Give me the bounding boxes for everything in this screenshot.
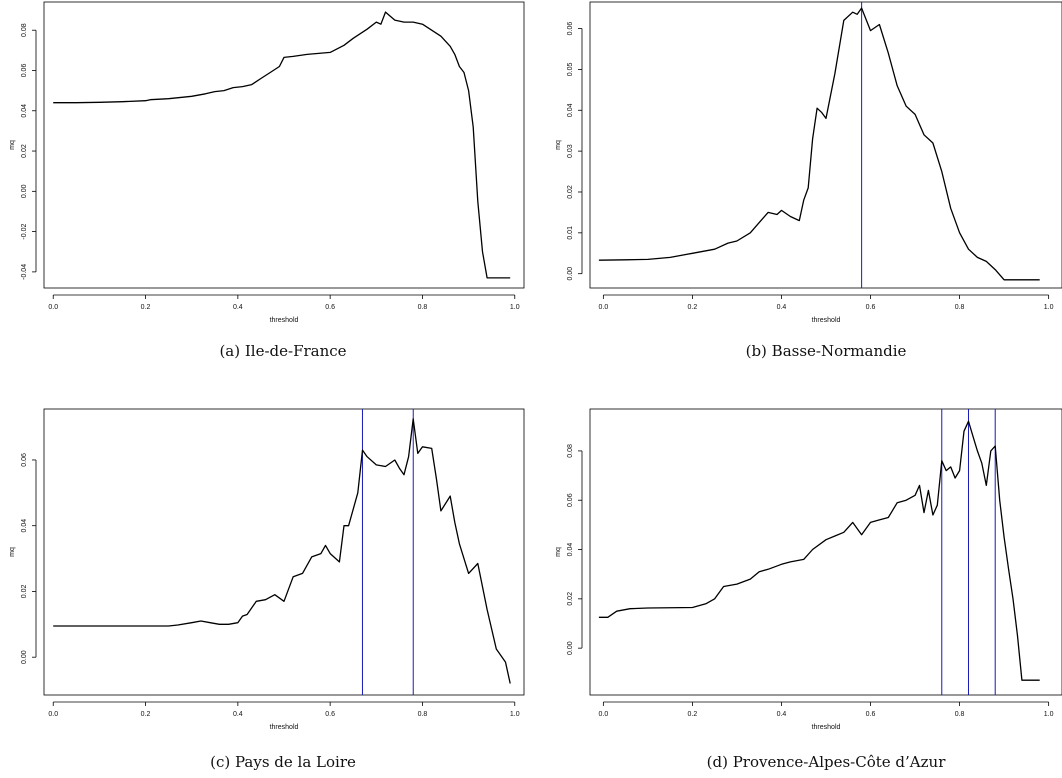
chart-c-x-axis-label: threshold bbox=[270, 724, 299, 731]
chart-a-x-tick-label: 0.0 bbox=[48, 304, 58, 311]
chart-d-x-tick-label: 0.6 bbox=[866, 711, 876, 718]
chart-b-y-tick-label: 0.06 bbox=[567, 22, 574, 36]
chart-d-y-tick-label: 0.00 bbox=[567, 641, 574, 655]
chart-c-x-tick-label: 0.4 bbox=[233, 711, 243, 718]
chart-a-y-tick-label: 0.00 bbox=[21, 184, 28, 198]
chart-a-y-tick-label: 0.02 bbox=[21, 144, 28, 158]
chart-a-x-tick-label: 0.4 bbox=[233, 304, 243, 311]
chart-b-x-tick-label: 0.8 bbox=[955, 304, 965, 311]
chart-c-x-tick-label: 0.6 bbox=[325, 711, 335, 718]
chart-c-y-tick-label: 0.02 bbox=[21, 585, 28, 599]
chart-d-frame bbox=[589, 408, 1062, 696]
chart-a-y-tick-label: -0.04 bbox=[21, 264, 28, 280]
chart-a-y-tick-label: 0.06 bbox=[21, 64, 28, 78]
chart-c-caption: (c) Pays de la Loire bbox=[210, 753, 356, 771]
chart-d-x-axis-label: threshold bbox=[812, 724, 841, 731]
chart-c-x-tick-label: 0.2 bbox=[141, 711, 151, 718]
chart-b-y-tick-label: 0.03 bbox=[567, 144, 574, 158]
chart-c-x-tick-label: 0.8 bbox=[418, 711, 428, 718]
chart-d-x-tick-label: 0.2 bbox=[688, 711, 698, 718]
chart-a-y-tick-label: -0.02 bbox=[21, 224, 28, 240]
chart-a-svg: 0.0 0.2 0.4 0.6 0.8 1.0 threshold -0.04 -0.02 0.0… bbox=[9, 1, 525, 324]
chart-a-frame bbox=[43, 1, 525, 289]
chart-d-x-tick-label: 0.4 bbox=[777, 711, 787, 718]
chart-b-series-line bbox=[598, 7, 1040, 281]
chart-c-y-tick-label: 0.04 bbox=[21, 519, 28, 533]
chart-c-frame bbox=[43, 408, 525, 696]
chart-d-y-tick-label: 0.08 bbox=[567, 444, 574, 458]
chart-d-y-tick-label: 0.02 bbox=[567, 592, 574, 606]
chart-a-x-axis-label: threshold bbox=[270, 317, 299, 324]
chart-c-series-line bbox=[53, 418, 511, 684]
chart-b-x-tick-label: 0.4 bbox=[777, 304, 787, 311]
chart-d-series-line bbox=[598, 420, 1040, 681]
chart-c-y-tick-label: 0.00 bbox=[21, 650, 28, 664]
chart-a-series-line bbox=[53, 11, 511, 279]
chart-d-x-tick-label: 0.0 bbox=[598, 711, 608, 718]
chart-c-x-tick-label: 1.0 bbox=[510, 711, 520, 718]
chart-b-svg: 0.0 0.2 0.4 0.6 0.8 1.0 threshold 0.00 0.01 0.02 0… bbox=[555, 1, 1062, 324]
chart-a-x-tick-label: 0.2 bbox=[141, 304, 151, 311]
chart-a-y-axis-label: mq bbox=[9, 140, 16, 150]
chart-d-y-tick-label: 0.06 bbox=[567, 493, 574, 507]
chart-b-x-tick-label: 0.0 bbox=[598, 304, 608, 311]
chart-b-y-tick-label: 0.05 bbox=[567, 62, 574, 76]
chart-d-x-tick-label: 1.0 bbox=[1044, 711, 1054, 718]
chart-panel-c: 0.0 0.2 0.4 0.6 0.8 1.0 threshold 0.00 0.02 0.04 0… bbox=[0, 389, 531, 778]
chart-a-x-tick-label: 0.6 bbox=[325, 304, 335, 311]
chart-b-y-axis-label: mq bbox=[555, 140, 562, 150]
chart-c-y-axis-label: mq bbox=[9, 547, 16, 557]
chart-panel-a: 0.0 0.2 0.4 0.6 0.8 1.0 threshold -0.04 -0.02 0.0… bbox=[0, 0, 531, 389]
chart-a-x-tick-label: 0.8 bbox=[418, 304, 428, 311]
chart-c-x-tick-label: 0.0 bbox=[48, 711, 58, 718]
chart-a-caption: (a) Ile-de-France bbox=[219, 342, 347, 360]
chart-a-y-tick-label: 0.04 bbox=[21, 104, 28, 118]
chart-d-x-tick-label: 0.8 bbox=[955, 711, 965, 718]
chart-b-x-tick-label: 0.2 bbox=[688, 304, 698, 311]
chart-d-y-axis-label: mq bbox=[555, 547, 562, 557]
chart-c-svg: 0.0 0.2 0.4 0.6 0.8 1.0 threshold 0.00 0.02 0.04 0… bbox=[9, 408, 525, 731]
chart-b-x-tick-label: 0.6 bbox=[866, 304, 876, 311]
chart-c-y-tick-label: 0.06 bbox=[21, 453, 28, 467]
chart-b-y-tick-label: 0.04 bbox=[567, 103, 574, 117]
chart-b-y-tick-label: 0.02 bbox=[567, 185, 574, 199]
chart-a-x-tick-label: 1.0 bbox=[510, 304, 520, 311]
chart-d-y-tick-label: 0.04 bbox=[567, 543, 574, 557]
chart-panel-d: 0.0 0.2 0.4 0.6 0.8 1.0 threshold 0.00 0.02 0.04 0… bbox=[531, 389, 1062, 778]
chart-b-x-axis-label: threshold bbox=[812, 317, 841, 324]
chart-d-caption: (d) Provence-Alpes-Côte d’Azur bbox=[706, 753, 946, 771]
chart-d-svg: 0.0 0.2 0.4 0.6 0.8 1.0 threshold 0.00 0.02 0.04 0… bbox=[555, 408, 1062, 731]
chart-panel-b: 0.0 0.2 0.4 0.6 0.8 1.0 threshold 0.00 0.01 0.02 0… bbox=[531, 0, 1062, 389]
chart-b-x-tick-label: 1.0 bbox=[1044, 304, 1054, 311]
chart-b-caption: (b) Basse-Normandie bbox=[745, 342, 907, 360]
chart-b-frame bbox=[589, 1, 1062, 289]
chart-b-y-tick-label: 0.00 bbox=[567, 267, 574, 281]
chart-b-y-tick-label: 0.01 bbox=[567, 226, 574, 240]
chart-a-y-tick-label: 0.08 bbox=[21, 23, 28, 37]
